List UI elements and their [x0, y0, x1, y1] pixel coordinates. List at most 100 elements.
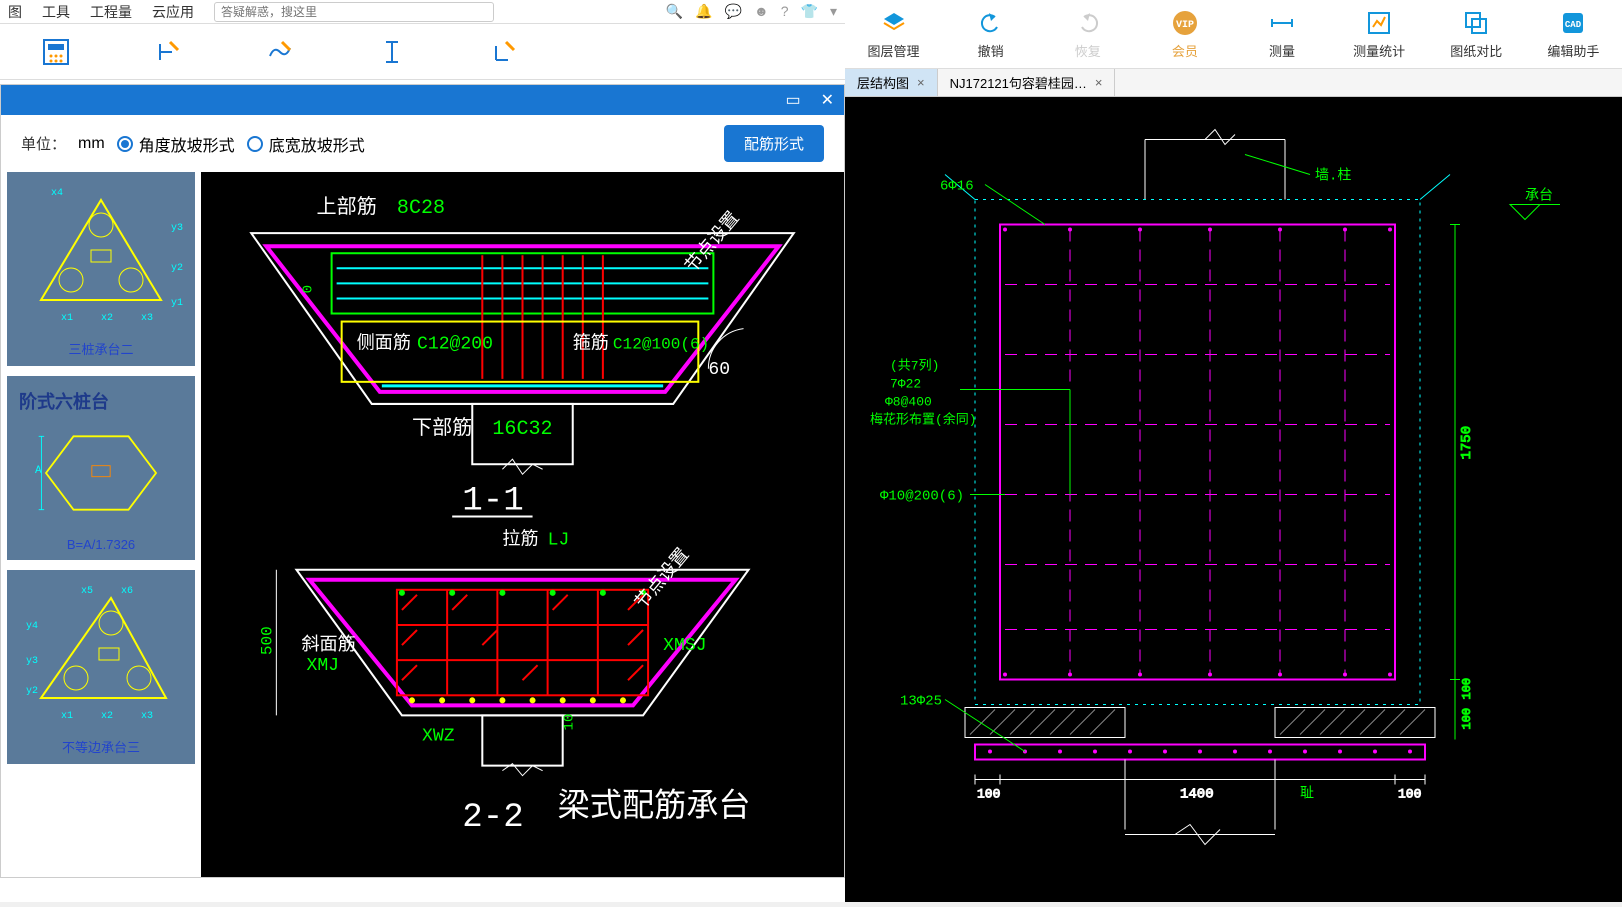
- undo-label: 撤销: [978, 41, 1004, 60]
- svg-text:100: 100: [1460, 678, 1474, 700]
- skull-icon[interactable]: ☻: [754, 3, 769, 20]
- svg-text:100: 100: [1398, 787, 1421, 802]
- search-input[interactable]: [214, 2, 494, 22]
- svg-text:XMJ: XMJ: [306, 656, 339, 676]
- svg-text:墙.柱: 墙.柱: [1315, 168, 1351, 185]
- thumbnail-list[interactable]: x4y3y2y1x1x2x3 三桩承台二 阶式六桩台 A B=A/1.7326 …: [1, 172, 201, 877]
- svg-text:500: 500: [258, 626, 276, 655]
- main-menubar: 图 工具 工程量 云应用 🔍 🔔 💬 ☻ ? 👕 ▾: [0, 0, 845, 24]
- search-icon[interactable]: 🔍: [666, 3, 683, 20]
- undo-tool[interactable]: 撤销: [942, 9, 1039, 60]
- layers-tool[interactable]: 图层管理: [845, 9, 942, 60]
- dialog-titlebar: ▭ ✕: [1, 85, 844, 115]
- radio-angle-input[interactable]: [117, 136, 133, 152]
- vip-tool[interactable]: VIP 会员: [1136, 9, 1233, 60]
- cad-viewport[interactable]: 6Φ16 墙.柱 承台 (共7列) 7Φ22 Φ8@400 梅花形布置(余同) …: [845, 97, 1622, 902]
- svg-text:x3: x3: [141, 313, 153, 324]
- thumb-3-label: 不等边承台三: [15, 737, 187, 756]
- svg-text:A: A: [35, 465, 42, 477]
- redo-tool[interactable]: 恢复: [1039, 9, 1136, 60]
- menu-icon[interactable]: ▾: [830, 3, 837, 20]
- tab-structure-label: 层结构图: [857, 73, 909, 92]
- thumb-2[interactable]: 阶式六桩台 A B=A/1.7326: [7, 376, 195, 560]
- stats-tool[interactable]: 测量统计: [1331, 9, 1428, 60]
- svg-text:Φ10@200(6): Φ10@200(6): [880, 489, 964, 505]
- svg-text:8C28: 8C28: [397, 197, 445, 220]
- search-box: [214, 2, 494, 22]
- measure-tool[interactable]: 测量: [1234, 9, 1331, 60]
- layers-label: 图层管理: [868, 41, 920, 60]
- menu-cloud[interactable]: 云应用: [152, 2, 194, 22]
- unit-label: 单位：: [21, 133, 66, 154]
- svg-text:2-2: 2-2: [462, 799, 523, 837]
- bell-icon[interactable]: 🔔: [695, 3, 712, 20]
- thumb-3[interactable]: y4y3y2x5x6x1x2x3 不等边承台三: [7, 570, 195, 764]
- svg-text:y2: y2: [171, 263, 183, 274]
- cad-helper-tool[interactable]: CAD 编辑助手: [1525, 9, 1622, 60]
- tab-nj[interactable]: NJ172121句容碧桂园… ×: [938, 69, 1116, 96]
- menu-quantity[interactable]: 工程量: [90, 2, 132, 22]
- svg-text:VIP: VIP: [1176, 20, 1194, 31]
- svg-text:1400: 1400: [1180, 787, 1214, 803]
- tab-structure[interactable]: 层结构图 ×: [845, 69, 938, 96]
- compare-label: 图纸对比: [1450, 41, 1502, 60]
- svg-text:x1: x1: [61, 313, 73, 324]
- svg-text:x6: x6: [121, 586, 133, 597]
- calc-tool-icon[interactable]: [40, 36, 72, 68]
- thumb-1[interactable]: x4y3y2y1x1x2x3 三桩承台二: [7, 172, 195, 366]
- svg-text:上部筋: 上部筋: [317, 195, 377, 220]
- rebar-dialog: ▭ ✕ 单位： mm 角度放坡形式 底宽放坡形式 配筋形式 x4y3y2y1x1…: [0, 84, 845, 878]
- compare-tool[interactable]: 图纸对比: [1428, 9, 1525, 60]
- radio-angle[interactable]: 角度放坡形式: [117, 132, 235, 156]
- svg-text:XMSJ: XMSJ: [663, 636, 706, 656]
- svg-text:(共7列): (共7列): [890, 359, 939, 374]
- stats-label: 测量统计: [1353, 41, 1405, 60]
- edit3-tool-icon[interactable]: [488, 36, 520, 68]
- radio-width-input[interactable]: [247, 136, 263, 152]
- rebar-form-button[interactable]: 配筋形式: [724, 125, 824, 162]
- svg-text:7Φ22: 7Φ22: [890, 377, 921, 392]
- minimize-button[interactable]: ▭: [785, 90, 800, 110]
- svg-text:6Φ16: 6Φ16: [940, 179, 974, 195]
- thumb-2-label: B=A/1.7326: [15, 537, 187, 552]
- column-tool-icon[interactable]: [376, 36, 408, 68]
- radio-angle-label: 角度放坡形式: [139, 132, 235, 156]
- shirt-icon[interactable]: 👕: [801, 3, 818, 20]
- svg-text:承台: 承台: [1525, 188, 1553, 205]
- svg-text:x2: x2: [101, 313, 113, 324]
- menu-tu[interactable]: 图: [8, 2, 22, 22]
- measure-label: 测量: [1269, 41, 1295, 60]
- svg-text:C12@100(6): C12@100(6): [613, 336, 709, 354]
- radio-width[interactable]: 底宽放坡形式: [247, 132, 365, 156]
- svg-text:LJ: LJ: [548, 531, 570, 551]
- svg-text:x4: x4: [51, 188, 63, 199]
- svg-text:y3: y3: [26, 656, 38, 667]
- svg-text:侧面筋: 侧面筋: [357, 333, 411, 355]
- svg-text:100: 100: [1460, 708, 1474, 730]
- svg-text:C12@200: C12@200: [417, 335, 493, 355]
- chat-icon[interactable]: 💬: [725, 3, 742, 20]
- main-drawing[interactable]: 上部筋 8C28 侧面筋 C12@200 箍筋 C12@100(6) 下部筋 1…: [201, 172, 844, 877]
- unit-value: mm: [78, 135, 105, 153]
- tab-nj-close[interactable]: ×: [1095, 75, 1103, 90]
- svg-text:10: 10: [562, 714, 578, 731]
- edit2-tool-icon[interactable]: [264, 36, 296, 68]
- svg-text:梅花形布置(余同): 梅花形布置(余同): [870, 412, 977, 428]
- edit1-tool-icon[interactable]: [152, 36, 184, 68]
- menu-tools[interactable]: 工具: [42, 2, 70, 22]
- svg-text:y3: y3: [171, 223, 183, 234]
- svg-text:Φ8@400: Φ8@400: [885, 395, 932, 410]
- tab-structure-close[interactable]: ×: [917, 75, 925, 90]
- tab-nj-label: NJ172121句容碧桂园…: [950, 73, 1087, 92]
- vip-label: 会员: [1172, 41, 1198, 60]
- svg-text:x1: x1: [61, 711, 73, 722]
- svg-text:梁式配筋承台: 梁式配筋承台: [558, 788, 751, 826]
- right-toolbar: 图层管理 撤销 恢复 VIP 会员 测量 测量统计 图纸对比 CAD 编辑助手: [845, 0, 1622, 69]
- help-icon[interactable]: ?: [781, 3, 789, 20]
- svg-text:0: 0: [301, 285, 317, 293]
- close-button[interactable]: ✕: [821, 90, 834, 110]
- svg-text:y2: y2: [26, 686, 38, 697]
- svg-text:CAD: CAD: [1565, 20, 1582, 30]
- svg-text:60: 60: [708, 360, 730, 380]
- svg-text:斜面筋: 斜面筋: [301, 634, 355, 656]
